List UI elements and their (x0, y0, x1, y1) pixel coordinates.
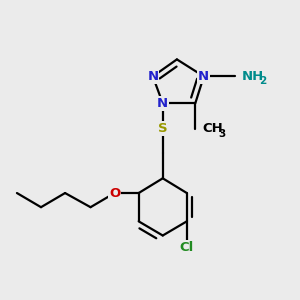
Text: S: S (158, 122, 168, 135)
Text: CH: CH (202, 122, 223, 135)
Text: 2: 2 (260, 76, 267, 86)
Text: O: O (109, 187, 120, 200)
Text: Cl: Cl (180, 241, 194, 254)
Text: 3: 3 (219, 129, 226, 139)
Text: N: N (198, 70, 209, 83)
Text: N: N (157, 97, 168, 110)
Text: N: N (147, 70, 158, 83)
Text: NH: NH (242, 70, 264, 83)
